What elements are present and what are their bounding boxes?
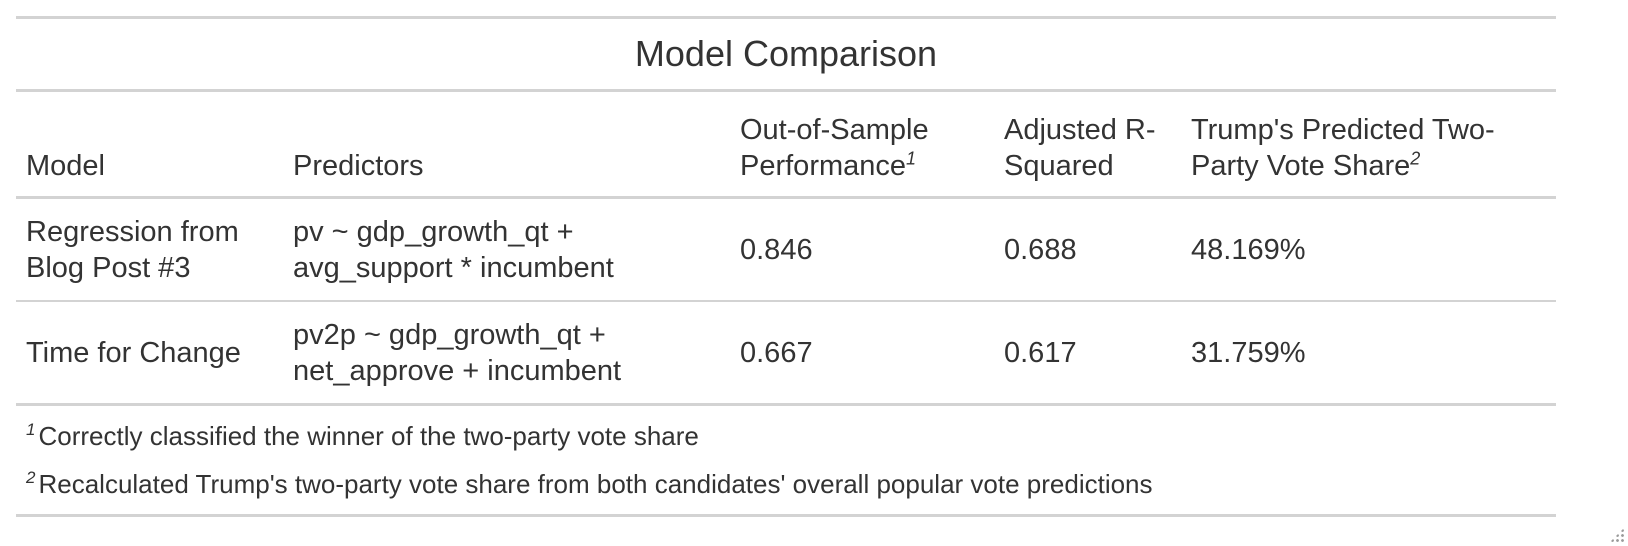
column-header-predictors: Predictors xyxy=(283,92,730,199)
footnote-marker: 2 xyxy=(1410,148,1421,169)
cell-model: Time for Change xyxy=(16,301,283,406)
cell-predictors: pv ~ gdp_growth_qt + avg_support * incum… xyxy=(283,197,730,302)
footnote-2: 2 Recalculated Trump's two-party vote sha… xyxy=(26,460,1546,508)
column-header-model: Model xyxy=(16,92,283,199)
footnotes: 1 Correctly classified the winner of the … xyxy=(16,406,1556,517)
footnote-marker: 1 xyxy=(906,148,917,169)
cell-predictors: pv2p ~ gdp_growth_qt + net_approve + inc… xyxy=(283,301,730,406)
cell-model: Regression from Blog Post #3 xyxy=(16,197,283,302)
cell-predicted-share: 48.169% xyxy=(1181,197,1556,302)
cell-adj-r-squared: 0.688 xyxy=(994,197,1181,302)
column-header-label: Model xyxy=(26,150,105,182)
table-row: Regression from Blog Post #3 pv ~ gdp_gr… xyxy=(16,197,1556,302)
column-header-adj-r-squared: Adjusted R-Squared xyxy=(994,92,1181,199)
cell-adj-r-squared: 0.617 xyxy=(994,301,1181,406)
cell-out-of-sample: 0.846 xyxy=(730,197,994,302)
footnote-1: 1 Correctly classified the winner of the … xyxy=(26,412,1546,460)
column-header-label: Out-of-Sample Performance xyxy=(740,114,929,182)
column-header-label: Predictors xyxy=(293,150,424,182)
footnote-marker: 1 xyxy=(26,420,36,440)
comparison-grid: Model Predictors Out-of-Sample Performan… xyxy=(16,92,1556,406)
column-header-label: Adjusted R-Squared xyxy=(1004,114,1156,182)
header-row: Model Predictors Out-of-Sample Performan… xyxy=(16,92,1556,199)
column-header-label: Trump's Predicted Two-Party Vote Share xyxy=(1191,114,1495,182)
table-row: Time for Change pv2p ~ gdp_growth_qt + n… xyxy=(16,301,1556,406)
column-header-predicted-share: Trump's Predicted Two-Party Vote Share2 xyxy=(1181,92,1556,199)
column-header-out-of-sample: Out-of-Sample Performance1 xyxy=(730,92,994,199)
footnote-marker: 2 xyxy=(26,468,36,488)
cell-out-of-sample: 0.667 xyxy=(730,301,994,406)
table-title: Model Comparison xyxy=(16,19,1556,92)
model-comparison-table: Model Comparison Model Predictors Out-of… xyxy=(16,16,1556,517)
footnote-text: Recalculated Trump's two-party vote shar… xyxy=(38,469,1153,499)
cell-predicted-share: 31.759% xyxy=(1181,301,1556,406)
footnote-text: Correctly classified the winner of the t… xyxy=(38,421,699,451)
resize-grip-icon[interactable] xyxy=(1610,528,1624,542)
top-rule xyxy=(16,16,1556,19)
